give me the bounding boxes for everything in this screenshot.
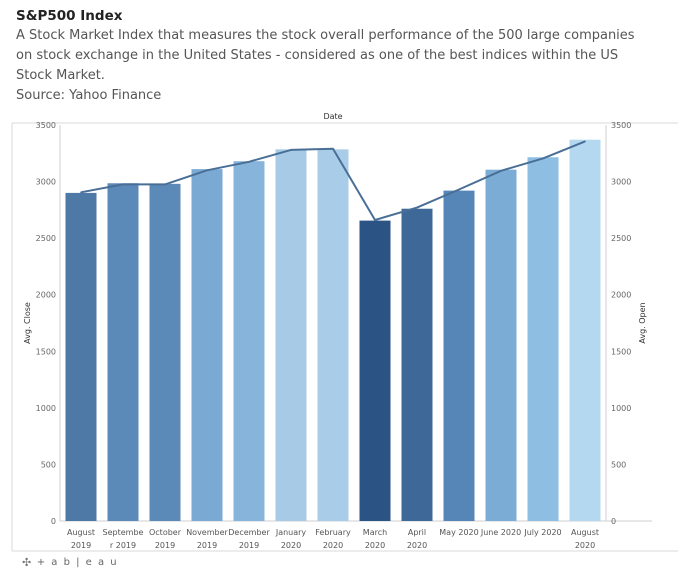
x-tick-label: July 2020 bbox=[523, 528, 561, 537]
chart-description: A Stock Market Index that measures the s… bbox=[16, 28, 635, 83]
line-series bbox=[80, 140, 586, 221]
x-tick-label: January bbox=[275, 528, 307, 537]
axes: Date 0 0 500 500 1000 1000 1500 1500 2000 2000 2500… bbox=[23, 112, 647, 550]
bar bbox=[359, 220, 391, 521]
y-axis-title-left: Avg. Close bbox=[23, 302, 32, 344]
line-point bbox=[248, 160, 250, 163]
chart-source: Source: Yahoo Finance bbox=[16, 88, 162, 103]
x-tick-label: April bbox=[408, 528, 426, 537]
x-tick-label-year: 2019 bbox=[155, 541, 175, 550]
bar-series bbox=[65, 139, 601, 522]
y-tick-label-right: 3500 bbox=[611, 121, 631, 130]
line-point bbox=[290, 149, 292, 151]
line-point bbox=[374, 219, 376, 221]
y-tick-label-left: 2500 bbox=[36, 234, 56, 243]
tableau-logo-icon: ✣ bbox=[22, 556, 33, 569]
x-tick-label: June 2020 bbox=[480, 528, 521, 537]
x-tick-label-year: r 2019 bbox=[110, 541, 136, 550]
line-point bbox=[206, 169, 208, 172]
tableau-brand: + a b | e a u bbox=[36, 557, 119, 568]
chart-header: S&P500 Index A Stock Market Index that m… bbox=[16, 6, 676, 106]
bar bbox=[65, 192, 97, 521]
y-tick-label-left: 1500 bbox=[36, 347, 56, 356]
y-tick-label-left: 500 bbox=[41, 460, 56, 469]
line-point bbox=[416, 206, 418, 209]
line-point bbox=[122, 183, 124, 186]
x-tick-label-year: 2019 bbox=[71, 541, 91, 550]
line-point bbox=[584, 140, 586, 143]
x-tick-label-year: 2020 bbox=[365, 541, 385, 550]
chart-frame bbox=[11, 122, 678, 552]
line-point bbox=[80, 191, 82, 194]
x-tick-label: December bbox=[228, 528, 270, 537]
bar bbox=[569, 139, 601, 522]
bar bbox=[233, 161, 265, 521]
x-tick-label: March bbox=[363, 528, 387, 537]
y-axis-title-right: Avg. Open bbox=[638, 302, 647, 343]
tableau-footer[interactable]: ✣ + a b | e a u bbox=[22, 556, 118, 569]
x-tick-label-year: 2019 bbox=[239, 541, 259, 550]
x-tick-label: November bbox=[186, 528, 228, 537]
y-tick-label-left: 3500 bbox=[36, 121, 56, 130]
x-tick-label: February bbox=[315, 528, 351, 537]
y-tick-label-right: 500 bbox=[611, 460, 626, 469]
y-tick-label-right: 2000 bbox=[611, 291, 631, 300]
bar bbox=[191, 169, 223, 521]
y-tick-label-left: 3000 bbox=[36, 178, 56, 187]
y-tick-label-right: 3000 bbox=[611, 178, 631, 187]
x-tick-label: October bbox=[149, 528, 182, 537]
bar bbox=[107, 183, 139, 522]
y-tick-label-right: 2500 bbox=[611, 234, 631, 243]
bar bbox=[149, 183, 181, 521]
line-point bbox=[500, 170, 502, 172]
line-point bbox=[332, 147, 334, 150]
y-tick-label-right: 1500 bbox=[611, 347, 631, 356]
x-tick-label-year: 2020 bbox=[323, 541, 343, 550]
bar bbox=[401, 208, 433, 521]
y-tick-label-left: 1000 bbox=[36, 404, 56, 413]
y-tick-label-right: 0 bbox=[611, 517, 616, 526]
column-header-title: Date bbox=[323, 112, 342, 121]
x-tick-label: August bbox=[571, 528, 599, 537]
bar bbox=[527, 157, 559, 521]
x-tick-label-year: 2020 bbox=[281, 541, 301, 550]
x-tick-label-year: 2020 bbox=[407, 541, 427, 550]
line-point bbox=[542, 157, 544, 160]
y-tick-label-left: 2000 bbox=[36, 291, 56, 300]
line-point bbox=[458, 188, 460, 191]
bar bbox=[485, 169, 517, 522]
x-tick-label: Septembe bbox=[103, 528, 144, 537]
bar bbox=[443, 190, 475, 521]
y-tick-label-left: 0 bbox=[51, 517, 56, 526]
x-tick-label-year: 2019 bbox=[197, 541, 217, 550]
x-tick-label: May 2020 bbox=[439, 528, 478, 537]
x-tick-label-year: 2020 bbox=[575, 541, 595, 550]
line-point bbox=[164, 183, 166, 186]
bar bbox=[317, 149, 349, 521]
chart-title: S&P500 Index bbox=[16, 8, 123, 24]
x-tick-label: August bbox=[67, 528, 95, 537]
y-tick-label-right: 1000 bbox=[611, 404, 631, 413]
bar bbox=[275, 149, 307, 521]
